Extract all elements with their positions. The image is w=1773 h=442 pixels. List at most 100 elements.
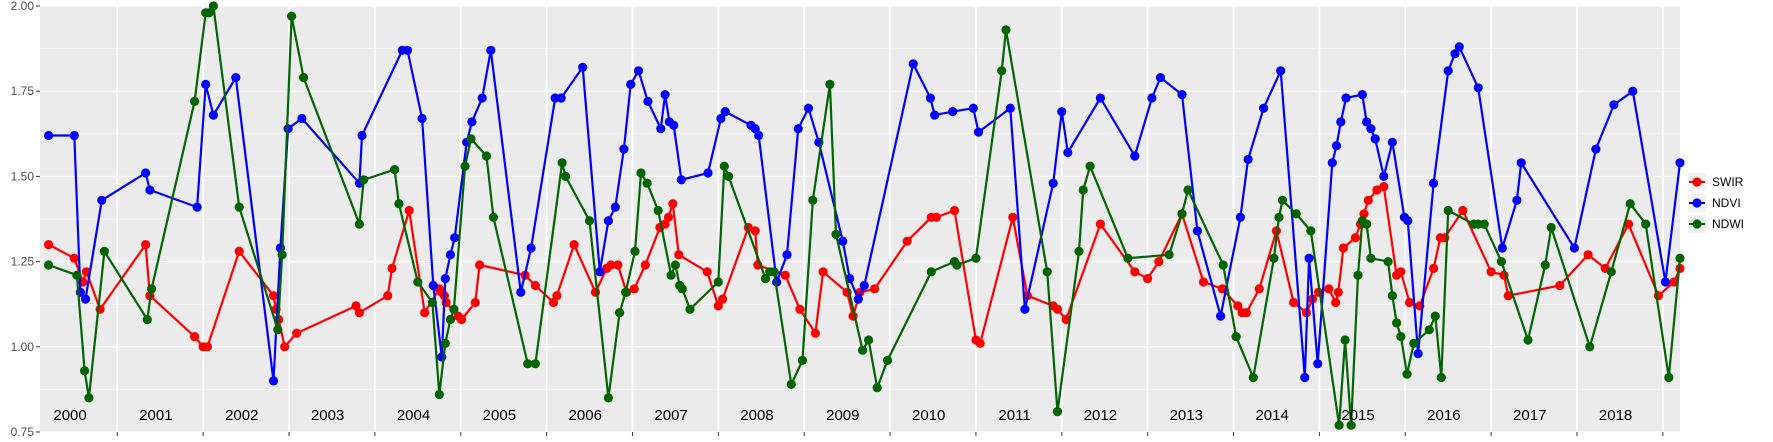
data-point-swir bbox=[1331, 297, 1341, 308]
data-point-ndwi bbox=[204, 8, 214, 18]
data-point-ndwi bbox=[971, 253, 981, 263]
data-point-ndvi bbox=[716, 113, 726, 124]
data-point-swir bbox=[441, 297, 451, 308]
data-point-ndwi bbox=[1496, 257, 1506, 267]
data-point-ndwi bbox=[1123, 253, 1133, 263]
data-point-ndwi bbox=[926, 267, 936, 277]
data-point-ndvi bbox=[417, 113, 427, 124]
data-point-ndwi bbox=[287, 11, 297, 21]
data-point-ndvi bbox=[97, 195, 107, 205]
data-point-swir bbox=[818, 267, 828, 277]
data-point-ndwi bbox=[1387, 291, 1397, 301]
data-point-ndwi bbox=[147, 284, 157, 294]
y-tick-label: 2.00 bbox=[11, 0, 35, 13]
data-point-swir bbox=[1052, 304, 1063, 314]
data-point-ndwi bbox=[724, 171, 734, 181]
data-point-ndvi bbox=[1609, 100, 1619, 110]
data-point-ndwi bbox=[1396, 332, 1406, 342]
year-label: 2018 bbox=[1599, 407, 1632, 424]
data-point-ndwi bbox=[666, 270, 676, 280]
data-point-ndwi bbox=[642, 178, 652, 188]
year-label: 2008 bbox=[740, 407, 773, 424]
data-point-ndwi bbox=[1479, 219, 1489, 229]
data-point-ndwi bbox=[630, 246, 640, 256]
data-point-ndwi bbox=[1436, 372, 1446, 383]
data-point-swir bbox=[569, 240, 579, 250]
data-point-swir bbox=[1503, 291, 1513, 301]
data-point-swir bbox=[1254, 284, 1264, 294]
data-point-swir bbox=[660, 219, 670, 229]
year-labels: 2000 2001 2002 2003 2004 2005 2006 2007 2008 2009… bbox=[53, 407, 1632, 424]
data-point-ndwi bbox=[434, 389, 444, 400]
data-point-ndvi bbox=[145, 185, 155, 195]
data-point-ndwi bbox=[190, 96, 200, 106]
data-point-ndwi bbox=[1269, 253, 1279, 263]
year-label: 2014 bbox=[1255, 407, 1288, 424]
data-point-swir bbox=[1363, 195, 1373, 205]
data-point-ndvi bbox=[703, 168, 713, 178]
data-point-ndvi bbox=[948, 107, 958, 117]
data-point-ndvi bbox=[1304, 253, 1314, 263]
data-point-ndwi bbox=[1218, 260, 1228, 270]
data-point-ndwi bbox=[1231, 332, 1241, 342]
data-point-ndvi bbox=[486, 45, 496, 55]
data-point-ndvi bbox=[1370, 134, 1380, 144]
data-point-ndvi bbox=[440, 274, 450, 284]
series-ndwi bbox=[44, 1, 1685, 430]
data-point-ndvi bbox=[1362, 117, 1372, 127]
data-point-ndvi bbox=[1336, 117, 1346, 127]
data-point-ndwi bbox=[769, 267, 779, 277]
data-point-swir bbox=[552, 291, 562, 301]
data-point-ndwi bbox=[1392, 318, 1402, 328]
data-point-ndvi bbox=[1048, 178, 1058, 188]
data-point-swir bbox=[902, 236, 912, 246]
data-point-ndvi bbox=[428, 280, 438, 291]
data-point-ndwi bbox=[584, 216, 595, 226]
data-point-ndvi bbox=[1235, 212, 1245, 222]
data-point-ndwi bbox=[858, 345, 868, 355]
year-label: 2002 bbox=[225, 407, 258, 424]
data-point-ndvi bbox=[1300, 372, 1310, 383]
data-point-swir bbox=[1095, 219, 1105, 229]
data-point-swir bbox=[530, 280, 541, 291]
data-point-ndwi bbox=[72, 270, 82, 280]
data-point-ndwi bbox=[1306, 226, 1316, 236]
data-point-ndwi bbox=[1523, 335, 1533, 345]
data-point-ndwi bbox=[1248, 372, 1258, 383]
data-point-ndwi bbox=[84, 393, 94, 403]
data-point-ndwi bbox=[1164, 250, 1174, 260]
data-point-swir bbox=[975, 338, 985, 348]
data-point-swir bbox=[1458, 205, 1468, 216]
data-point-ndwi bbox=[603, 393, 614, 403]
y-tick-label: 1.25 bbox=[11, 255, 35, 269]
data-point-ndvi bbox=[1512, 195, 1522, 205]
data-point-ndwi bbox=[882, 355, 893, 365]
data-point-swir bbox=[1324, 284, 1334, 294]
data-point-swir bbox=[69, 253, 79, 263]
data-point-ndvi bbox=[1569, 243, 1579, 253]
data-point-ndwi bbox=[390, 165, 400, 175]
data-point-swir bbox=[470, 297, 480, 308]
data-point-ndwi bbox=[1675, 253, 1685, 263]
data-point-ndvi bbox=[1366, 124, 1376, 134]
data-point-ndwi bbox=[394, 199, 404, 209]
y-tick-label: 1.75 bbox=[11, 84, 35, 98]
year-label: 2005 bbox=[483, 407, 516, 424]
data-point-swir bbox=[1350, 233, 1360, 243]
data-point-swir bbox=[1241, 308, 1251, 318]
data-point-ndvi bbox=[1020, 304, 1030, 314]
legend: SWIR NDVI NDWI bbox=[1688, 173, 1744, 233]
legend-key-point bbox=[1692, 177, 1702, 187]
year-label: 2007 bbox=[654, 407, 687, 424]
data-point-swir bbox=[1372, 185, 1382, 195]
data-point-swir bbox=[663, 212, 674, 222]
data-point-ndwi bbox=[234, 202, 244, 212]
data-point-ndvi bbox=[141, 168, 151, 178]
data-point-ndwi bbox=[1606, 267, 1616, 277]
data-point-swir bbox=[190, 332, 200, 342]
data-point-ndvi bbox=[1095, 93, 1105, 103]
data-point-ndvi bbox=[1147, 93, 1157, 103]
data-point-ndvi bbox=[1243, 154, 1253, 164]
year-label: 2015 bbox=[1341, 407, 1374, 424]
data-point-swir bbox=[1154, 257, 1164, 267]
